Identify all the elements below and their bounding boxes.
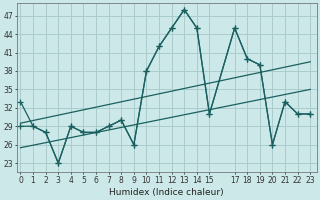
X-axis label: Humidex (Indice chaleur): Humidex (Indice chaleur) xyxy=(109,188,224,197)
